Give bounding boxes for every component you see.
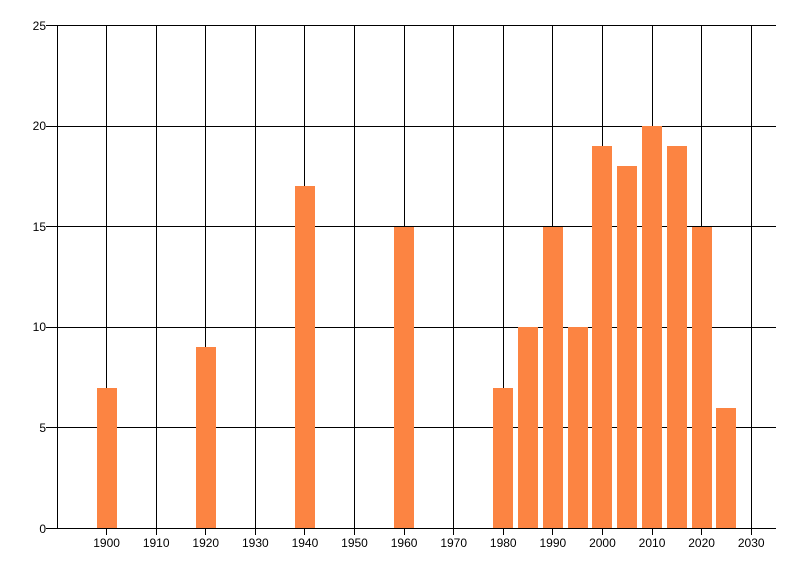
x-tick-label: 1990 — [539, 535, 567, 550]
x-tick — [106, 528, 108, 535]
bar — [666, 146, 687, 528]
bar — [394, 226, 415, 528]
bar — [518, 327, 539, 528]
x-tick-label: 1970 — [440, 535, 468, 550]
y-tick — [46, 226, 57, 228]
v-gridline — [106, 25, 108, 529]
x-tick-label: 1980 — [489, 535, 517, 550]
x-tick — [403, 528, 405, 535]
v-gridline — [750, 25, 752, 529]
x-tick-label: 1900 — [93, 535, 120, 550]
x-tick-label: 2000 — [589, 535, 616, 550]
v-gridline — [254, 25, 256, 529]
v-gridline — [155, 25, 157, 529]
v-gridline — [453, 25, 455, 529]
x-tick — [254, 528, 256, 535]
x-tick — [701, 528, 703, 535]
y-tick-label: 0 — [39, 521, 46, 536]
x-tick — [205, 528, 207, 535]
x-tick-label: 1950 — [341, 535, 368, 550]
h-gridline — [57, 427, 776, 429]
y-axis-line — [56, 25, 58, 529]
y-tick — [46, 125, 57, 127]
bar — [542, 226, 563, 528]
x-tick — [651, 528, 653, 535]
x-tick-label: 1960 — [390, 535, 418, 550]
v-gridline — [502, 25, 504, 529]
x-tick-label: 1930 — [241, 535, 269, 550]
bar — [617, 166, 638, 528]
y-tick-label: 10 — [32, 320, 46, 335]
y-tick — [46, 326, 57, 328]
x-tick — [155, 528, 157, 535]
v-gridline — [651, 25, 653, 529]
x-tick — [750, 528, 752, 535]
h-gridline — [57, 528, 776, 529]
bar — [567, 327, 588, 528]
h-gridline — [57, 125, 776, 127]
y-tick — [46, 25, 57, 26]
v-gridline — [601, 25, 603, 529]
v-gridline — [304, 25, 306, 529]
bar — [195, 347, 216, 528]
x-tick-label: 1940 — [291, 535, 319, 550]
x-axis-line — [57, 528, 776, 529]
bar — [691, 226, 712, 528]
x-tick — [453, 528, 455, 535]
x-tick-label: 2010 — [638, 535, 666, 550]
x-tick-label: 2030 — [737, 535, 765, 550]
bar — [716, 407, 737, 528]
bar — [493, 387, 514, 528]
h-gridline — [57, 25, 776, 26]
y-tick — [46, 528, 57, 529]
x-tick — [601, 528, 603, 535]
x-tick-label: 1910 — [142, 535, 170, 550]
x-tick — [552, 528, 554, 535]
y-tick — [46, 427, 57, 429]
y-tick-label: 5 — [39, 420, 46, 435]
v-gridline — [701, 25, 703, 529]
bar — [294, 186, 315, 528]
bar — [642, 126, 663, 528]
x-tick-label: 2020 — [688, 535, 715, 550]
x-tick-label: 1920 — [192, 535, 220, 550]
bar — [592, 146, 613, 528]
v-gridline — [205, 25, 207, 529]
y-tick-label: 25 — [32, 18, 46, 33]
bar — [96, 387, 117, 528]
y-tick-label: 15 — [32, 219, 46, 234]
h-gridline — [57, 226, 776, 228]
x-tick — [304, 528, 306, 535]
y-tick-label: 20 — [32, 119, 46, 134]
x-tick — [354, 528, 356, 535]
h-gridline — [57, 326, 776, 328]
v-gridline — [552, 25, 554, 529]
v-gridline — [403, 25, 405, 529]
x-tick — [502, 528, 504, 535]
v-gridline — [354, 25, 356, 529]
